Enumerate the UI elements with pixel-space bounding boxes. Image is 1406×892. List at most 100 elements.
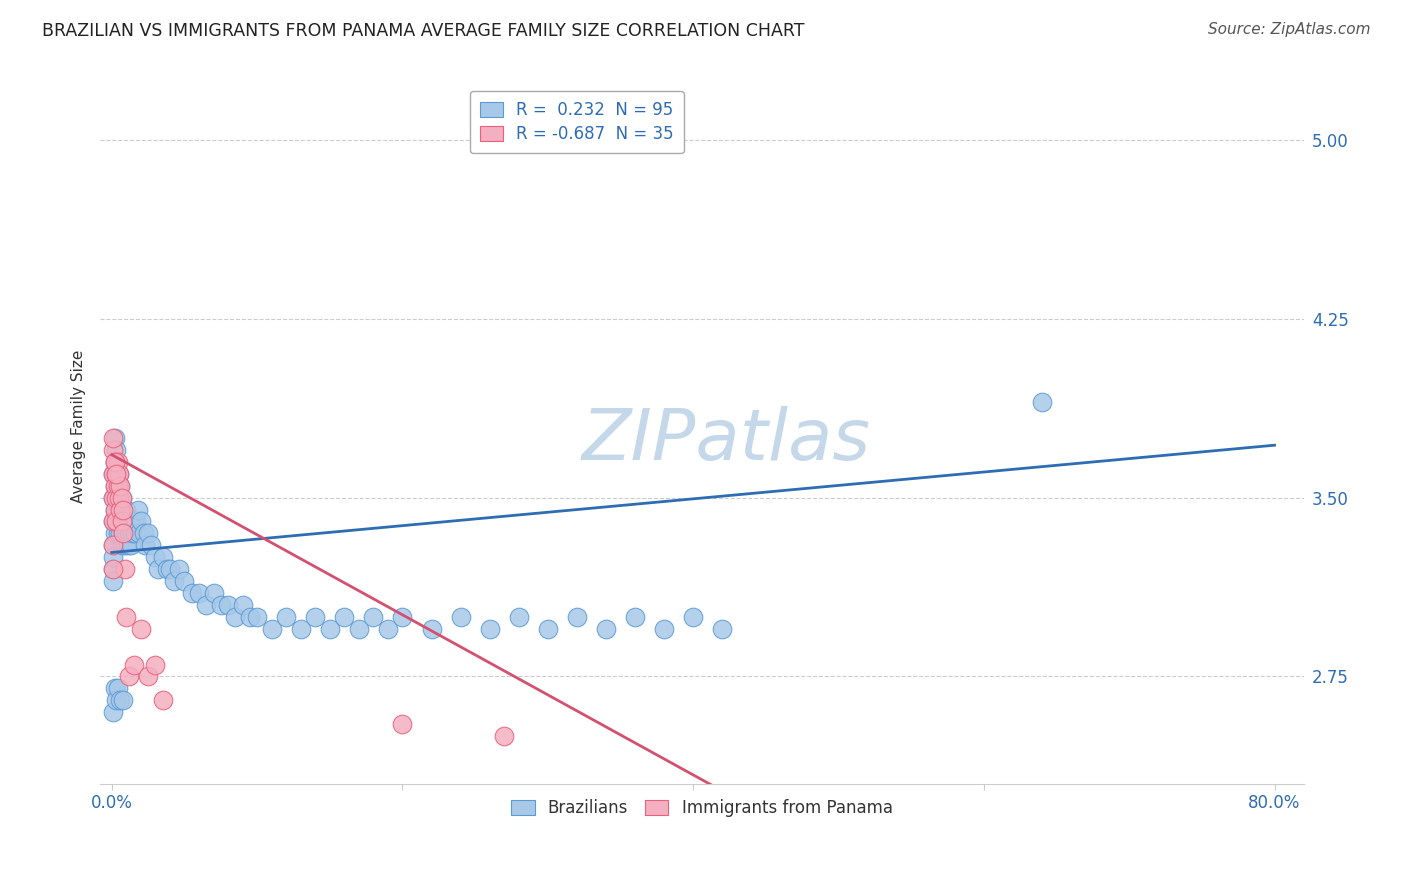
Point xyxy=(136,526,159,541)
Point xyxy=(319,622,342,636)
Point xyxy=(104,479,127,493)
Point xyxy=(152,550,174,565)
Point xyxy=(239,610,262,624)
Point xyxy=(108,491,131,505)
Point xyxy=(108,467,131,481)
Point xyxy=(103,467,125,481)
Point xyxy=(195,598,218,612)
Point xyxy=(122,657,145,672)
Point xyxy=(595,622,617,636)
Point xyxy=(108,515,131,529)
Point xyxy=(508,610,530,624)
Point xyxy=(121,526,143,541)
Point xyxy=(129,622,152,636)
Point xyxy=(103,538,125,552)
Point xyxy=(104,502,127,516)
Point xyxy=(105,515,128,529)
Point xyxy=(107,479,129,493)
Point xyxy=(103,515,125,529)
Point xyxy=(105,491,128,505)
Point xyxy=(132,526,155,541)
Point xyxy=(105,693,128,707)
Point xyxy=(108,491,131,505)
Point xyxy=(152,693,174,707)
Point xyxy=(107,681,129,696)
Point xyxy=(105,515,128,529)
Point xyxy=(103,491,125,505)
Point xyxy=(624,610,647,624)
Point xyxy=(105,442,128,457)
Point xyxy=(111,538,134,552)
Point xyxy=(114,562,136,576)
Point xyxy=(110,479,132,493)
Point xyxy=(110,693,132,707)
Point xyxy=(124,526,146,541)
Point xyxy=(450,610,472,624)
Point xyxy=(103,515,125,529)
Point xyxy=(304,610,326,624)
Point xyxy=(180,586,202,600)
Point xyxy=(188,586,211,600)
Point xyxy=(173,574,195,588)
Point xyxy=(159,562,181,576)
Point xyxy=(537,622,560,636)
Point xyxy=(347,622,370,636)
Point xyxy=(139,538,162,552)
Point xyxy=(108,467,131,481)
Point xyxy=(114,538,136,552)
Point xyxy=(217,598,239,612)
Point xyxy=(107,502,129,516)
Point xyxy=(143,657,166,672)
Point xyxy=(103,442,125,457)
Point xyxy=(128,526,150,541)
Point xyxy=(111,515,134,529)
Point xyxy=(711,622,734,636)
Point xyxy=(136,669,159,683)
Text: ZIPatlas: ZIPatlas xyxy=(582,406,870,475)
Point xyxy=(103,538,125,552)
Point xyxy=(163,574,186,588)
Point xyxy=(117,538,139,552)
Point xyxy=(104,455,127,469)
Point xyxy=(110,526,132,541)
Legend: Brazilians, Immigrants from Panama: Brazilians, Immigrants from Panama xyxy=(503,791,901,825)
Point xyxy=(167,562,190,576)
Point xyxy=(391,717,413,731)
Point xyxy=(156,562,179,576)
Point xyxy=(104,526,127,541)
Point xyxy=(112,502,135,516)
Point xyxy=(118,526,141,541)
Point xyxy=(118,669,141,683)
Point xyxy=(111,515,134,529)
Point xyxy=(103,467,125,481)
Point xyxy=(246,610,269,624)
Point xyxy=(114,515,136,529)
Point xyxy=(112,526,135,541)
Point xyxy=(682,610,704,624)
Point xyxy=(494,729,516,743)
Point xyxy=(103,705,125,719)
Point xyxy=(565,610,588,624)
Point xyxy=(107,479,129,493)
Point xyxy=(112,693,135,707)
Point xyxy=(104,431,127,445)
Point xyxy=(107,455,129,469)
Point xyxy=(105,467,128,481)
Point xyxy=(112,502,135,516)
Text: Source: ZipAtlas.com: Source: ZipAtlas.com xyxy=(1208,22,1371,37)
Point xyxy=(209,598,232,612)
Point xyxy=(103,562,125,576)
Point xyxy=(117,515,139,529)
Point xyxy=(104,455,127,469)
Point xyxy=(202,586,225,600)
Point xyxy=(224,610,246,624)
Point xyxy=(143,550,166,565)
Point xyxy=(652,622,675,636)
Point xyxy=(104,681,127,696)
Point xyxy=(115,526,138,541)
Point xyxy=(391,610,413,624)
Y-axis label: Average Family Size: Average Family Size xyxy=(72,350,86,503)
Point xyxy=(363,610,385,624)
Point xyxy=(107,526,129,541)
Point xyxy=(105,491,128,505)
